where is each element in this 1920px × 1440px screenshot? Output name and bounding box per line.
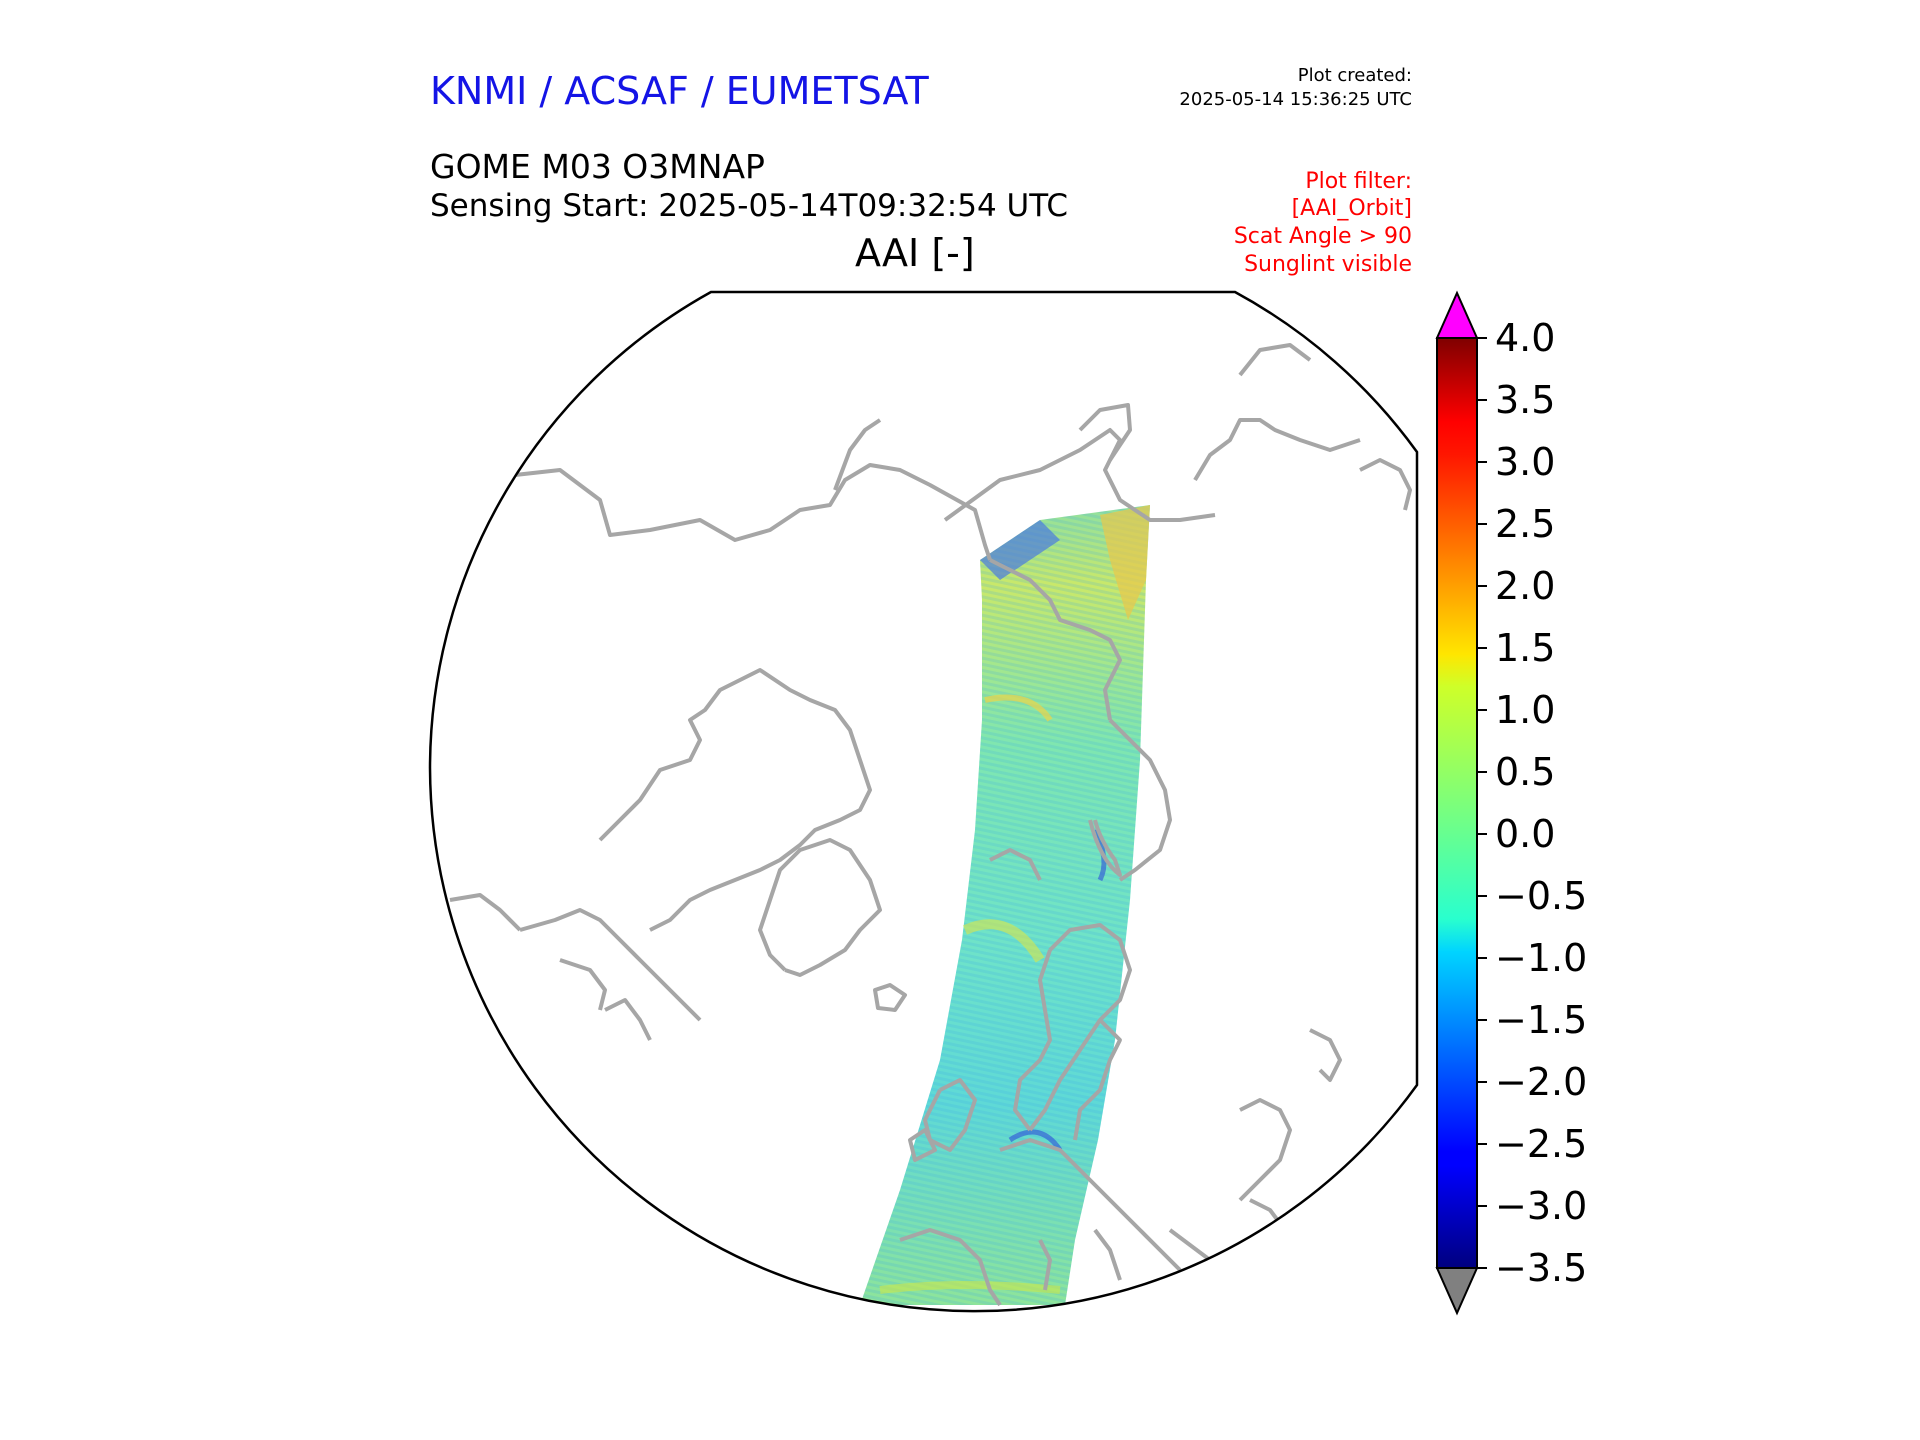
colorbar-tick-label: −3.5 (1495, 1246, 1587, 1290)
plot-filter-item: Scat Angle > 90 (1233, 224, 1412, 249)
colorbar-tick-label: 0.0 (1495, 812, 1555, 856)
colorbar-tick-label: −3.0 (1495, 1184, 1587, 1228)
aai-swath (860, 505, 1150, 1305)
colorbar-tick-label: 1.5 (1495, 626, 1555, 670)
colorbar-tick-label: 3.0 (1495, 440, 1555, 484)
colorbar-tick-label: −2.5 (1495, 1122, 1587, 1166)
plot-filter-item: [AAI_Orbit] (1291, 196, 1412, 221)
plot-filter-heading: Plot filter: (1305, 169, 1412, 194)
colorbar-frame (1436, 337, 1478, 1269)
colorbar-tick-label: 2.0 (1495, 564, 1555, 608)
colorbar-tick-label: −1.5 (1495, 998, 1587, 1042)
colorbar-tick-label: −0.5 (1495, 874, 1587, 918)
colorbar-tick-label: 4.0 (1495, 316, 1555, 360)
plot-created-label: Plot created: (1297, 65, 1412, 86)
colorbar-over-extension (1435, 290, 1479, 339)
colorbar-tick-label: −2.0 (1495, 1060, 1587, 1104)
colorbar-ticks: 4.0 3.5 3.0 2.5 2.0 1.5 1.0 0.5 0.0 −0.5 −1.0 −1.5 −… (1477, 316, 1587, 1290)
parameter-title: AAI [-] (855, 231, 975, 275)
colorbar-tick-label: 3.5 (1495, 378, 1555, 422)
colorbar-tick-label: 2.5 (1495, 502, 1555, 546)
map-area (449, 343, 1412, 1307)
colorbar-tick-label: 0.5 (1495, 750, 1555, 794)
product-title: GOME M03 O3MNAP (430, 147, 765, 186)
colorbar-under-extension (1435, 1267, 1479, 1316)
colorbar-tick-label: 1.0 (1495, 688, 1555, 732)
colorbar: 4.0 3.5 3.0 2.5 2.0 1.5 1.0 0.5 0.0 −0.5 −1.0 −1.5 −… (1435, 290, 1587, 1316)
organisation-title: KNMI / ACSAF / EUMETSAT (430, 69, 929, 113)
plot-filter-item: Sunglint visible (1244, 252, 1412, 277)
map-boundary (428, 290, 1419, 1313)
coastlines (449, 343, 1412, 1307)
colorbar-gradient (1437, 338, 1477, 1268)
colorbar-tick-label: −1.0 (1495, 936, 1587, 980)
plot-created-time: 2025-05-14 15:36:25 UTC (1179, 89, 1412, 110)
sensing-start: Sensing Start: 2025-05-14T09:32:54 UTC (430, 188, 1068, 224)
